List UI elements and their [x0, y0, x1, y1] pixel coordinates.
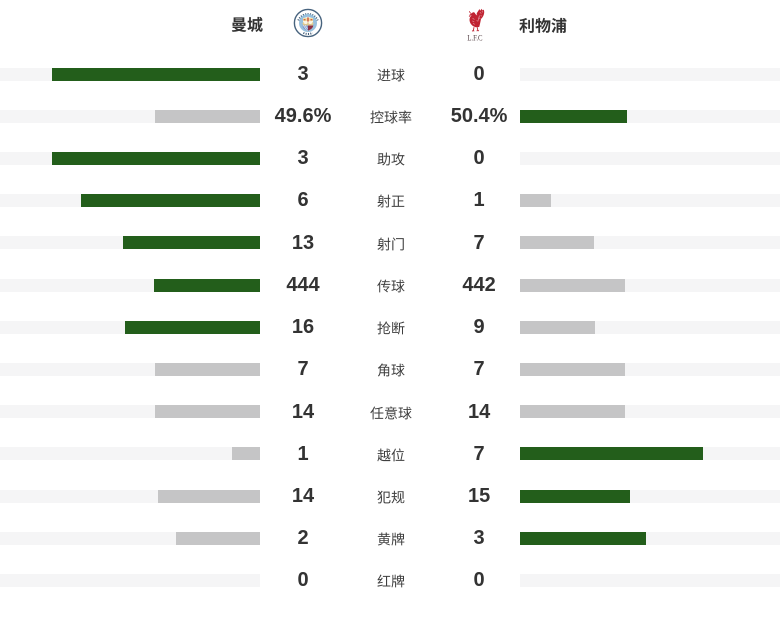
svg-text:L.F.C: L.F.C: [467, 32, 482, 41]
